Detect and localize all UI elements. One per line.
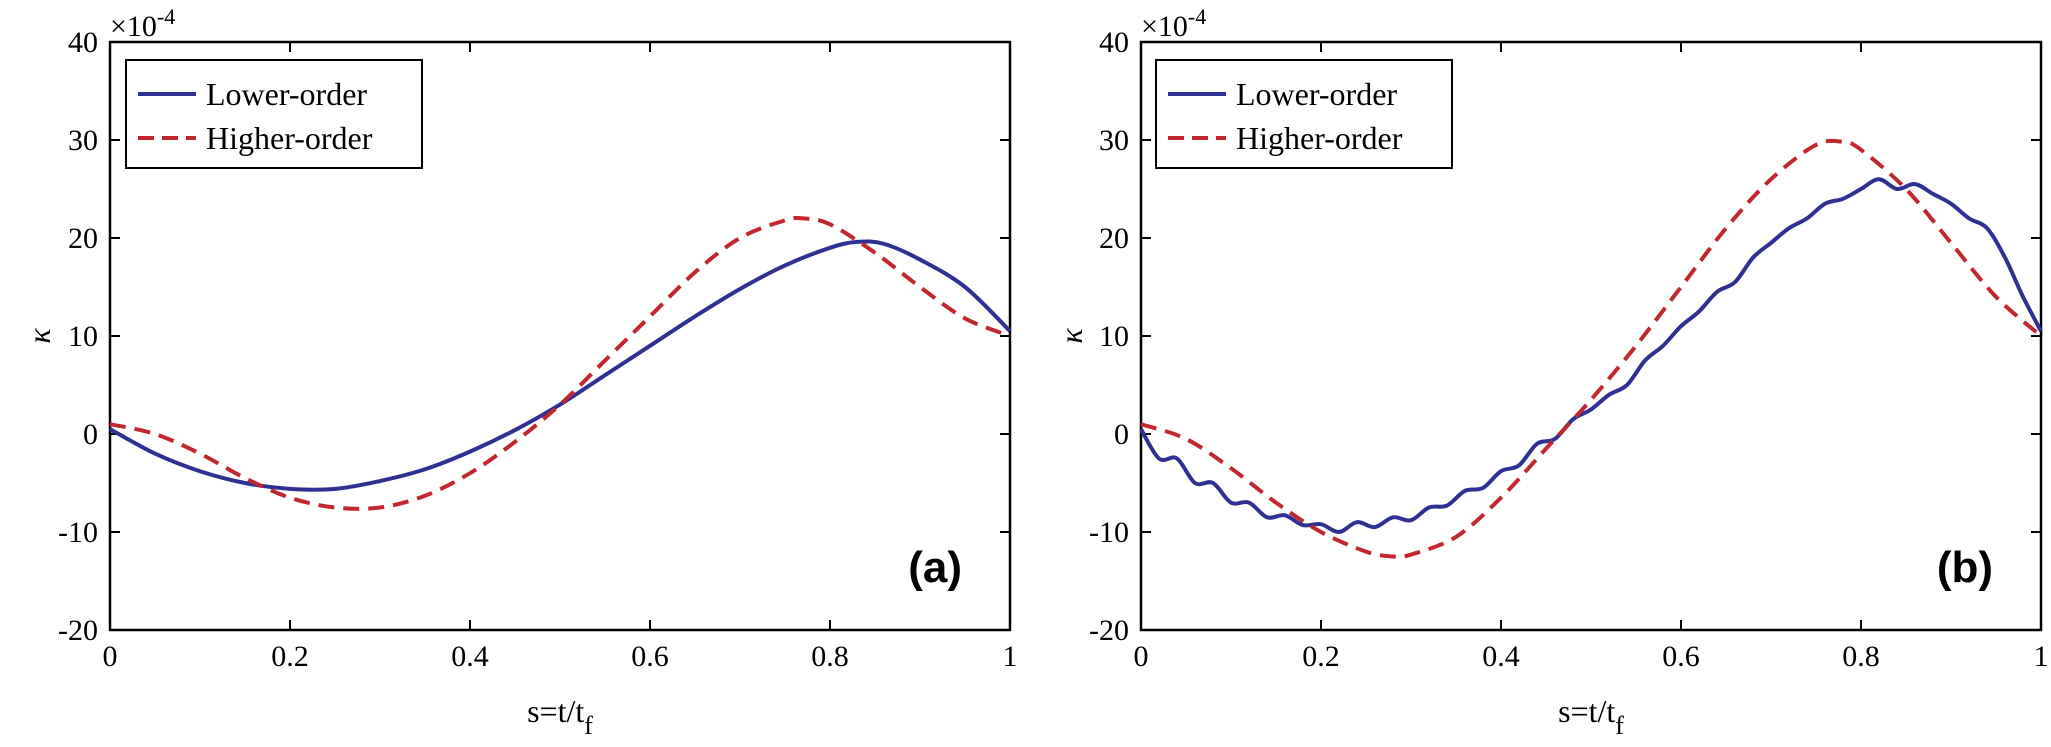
x-axis-label: s=t/tf xyxy=(1558,693,1624,740)
legend-label-higher-order: Higher-order xyxy=(206,120,373,156)
series-layer xyxy=(109,215,1012,511)
panel-label-a: (a) xyxy=(908,543,962,592)
x-tick-label: 0.4 xyxy=(1482,640,1520,673)
legend-label-higher-order: Higher-order xyxy=(1236,120,1403,156)
panel-label-b: (b) xyxy=(1937,543,1993,592)
legend-label-lower-order: Lower-order xyxy=(1236,76,1397,112)
series-line-higher-order xyxy=(1140,138,2043,559)
x-tick-label: 0.2 xyxy=(271,640,309,673)
y-axis-ticks: -20 -10 0 10 20 30 40 xyxy=(58,26,1010,647)
y-tick-label: 40 xyxy=(1099,26,1129,59)
x-tick-label: 1 xyxy=(2034,640,2049,673)
x-tick-label: 0.6 xyxy=(1662,640,1700,673)
x-tick-label: 0.8 xyxy=(811,640,849,673)
y-axis-ticks: -20 -10 0 10 20 30 40 xyxy=(1089,26,2041,647)
x-tick-label: 0.2 xyxy=(1302,640,1340,673)
y-tick-label: -10 xyxy=(58,516,98,549)
y-tick-label: -20 xyxy=(1089,614,1129,647)
series-line-lower-order xyxy=(109,239,1012,492)
legend-box xyxy=(1155,59,1453,169)
chart-panel-a: 0 0.2 0.4 0.6 0.8 1 -20 -10 0 10 20 30 40 ×10-4 κ s… xyxy=(21,4,1018,740)
x-tick-label: 0.4 xyxy=(451,640,489,673)
y-tick-label: 0 xyxy=(83,418,98,451)
y-tick-label: 20 xyxy=(1099,222,1129,255)
y-tick-label: 30 xyxy=(68,124,98,157)
series-line-lower-order xyxy=(1139,177,2043,534)
chart-panel-b: 0 0.2 0.4 0.6 0.8 1 -20 -10 0 10 20 30 40 ×10-4 κ s… xyxy=(1053,4,2049,740)
y-axis-exponent: ×10-4 xyxy=(1141,4,1206,43)
y-axis-label: κ xyxy=(1053,328,1089,344)
legend-label-lower-order: Lower-order xyxy=(206,76,367,112)
y-axis-exponent: ×10-4 xyxy=(110,4,175,43)
legend: Lower-order Higher-order xyxy=(125,59,423,169)
series-line-higher-order xyxy=(109,215,1011,511)
x-tick-label: 0 xyxy=(1134,640,1149,673)
legend-box xyxy=(125,59,423,169)
y-tick-label: 30 xyxy=(1099,124,1129,157)
y-tick-label: 20 xyxy=(68,222,98,255)
x-axis-label: s=t/tf xyxy=(527,693,593,740)
x-axis-ticks: 0 0.2 0.4 0.6 0.8 1 xyxy=(1134,42,2049,673)
x-tick-label: 0.6 xyxy=(631,640,669,673)
x-tick-label: 1 xyxy=(1003,640,1018,673)
x-tick-label: 0.8 xyxy=(1842,640,1880,673)
series-layer xyxy=(1139,138,2043,559)
y-tick-label: 0 xyxy=(1114,418,1129,451)
x-tick-label: 0 xyxy=(103,640,118,673)
legend: Lower-order Higher-order xyxy=(1155,59,1453,169)
y-tick-label: -20 xyxy=(58,614,98,647)
y-tick-label: -10 xyxy=(1089,516,1129,549)
y-tick-label: 40 xyxy=(68,26,98,59)
y-axis-label: κ xyxy=(21,328,57,344)
y-tick-label: 10 xyxy=(1099,320,1129,353)
y-tick-label: 10 xyxy=(68,320,98,353)
x-axis-ticks: 0 0.2 0.4 0.6 0.8 1 xyxy=(103,42,1018,673)
